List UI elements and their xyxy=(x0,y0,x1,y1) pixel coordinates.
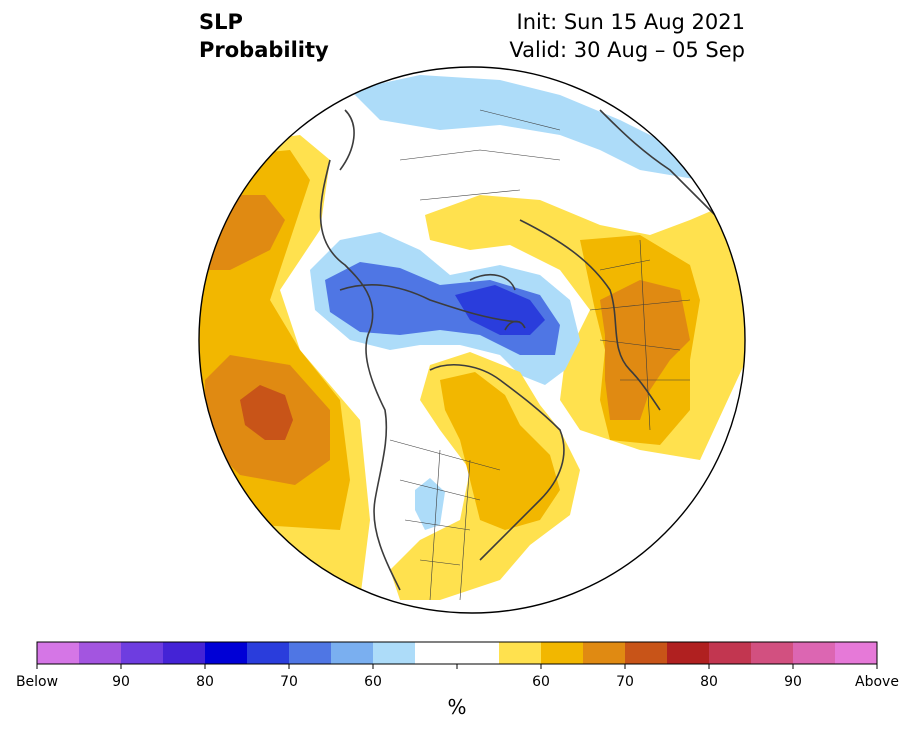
arctic-below-70 xyxy=(455,285,545,335)
pacific-above-75 xyxy=(240,385,293,440)
colorbar xyxy=(36,641,878,669)
colorbar-swatch xyxy=(163,642,206,664)
colorbar-swatch xyxy=(205,642,248,664)
eurasia-above-70 xyxy=(600,280,690,420)
colorbar-tick-label: 80 xyxy=(700,674,718,690)
colorbar-tick-label: Below xyxy=(15,674,59,690)
title-variable: SLP xyxy=(199,10,243,34)
colorbar-swatch xyxy=(793,642,836,664)
colorbar-swatch xyxy=(625,642,668,664)
colorbar-unit: % xyxy=(447,695,467,719)
forecast-dates: Init: Sun 15 Aug 2021 Valid: 30 Aug – 05… xyxy=(509,8,745,64)
colorbar-swatch xyxy=(499,642,542,664)
colorbar-swatch xyxy=(667,642,710,664)
colorbar-swatch xyxy=(37,642,80,664)
valid-date: Valid: 30 Aug – 05 Sep xyxy=(509,38,745,62)
namerica-above-65 xyxy=(440,372,560,530)
colorbar-swatch xyxy=(247,642,290,664)
map-title: SLP Probability xyxy=(199,8,329,64)
colorbar-tick-label: 80 xyxy=(196,674,214,690)
colorbar-swatch xyxy=(751,642,794,664)
init-date: Init: Sun 15 Aug 2021 xyxy=(516,10,745,34)
colorbar-swatch xyxy=(709,642,752,664)
colorbar-swatch xyxy=(121,642,164,664)
colorbar-swatch xyxy=(373,642,416,664)
colorbar-swatch xyxy=(835,642,878,664)
political-borders xyxy=(389,109,691,601)
map-boundary xyxy=(198,66,746,614)
colorbar-tick-label: 60 xyxy=(532,674,550,690)
colorbar-tick-label: 70 xyxy=(280,674,298,690)
probability-field xyxy=(199,67,745,613)
eurasia-north-below-60 xyxy=(350,75,700,180)
coastlines xyxy=(319,109,716,591)
colorbar-tick-label: Above xyxy=(855,674,899,690)
colorbar-tick-label: 90 xyxy=(112,674,130,690)
colorbar-swatch xyxy=(331,642,374,664)
colorbar-swatch xyxy=(541,642,584,664)
colorbar-swatch xyxy=(583,642,626,664)
colorbar-swatch xyxy=(457,642,500,664)
colorbar-swatch xyxy=(415,642,458,664)
colorbar-tick-label: 70 xyxy=(616,674,634,690)
colorbar-swatch xyxy=(79,642,122,664)
colorbar-tick-label: 60 xyxy=(364,674,382,690)
colorbar-swatch xyxy=(289,642,332,664)
colorbar-tick-label: 90 xyxy=(784,674,802,690)
title-metric: Probability xyxy=(199,38,329,62)
